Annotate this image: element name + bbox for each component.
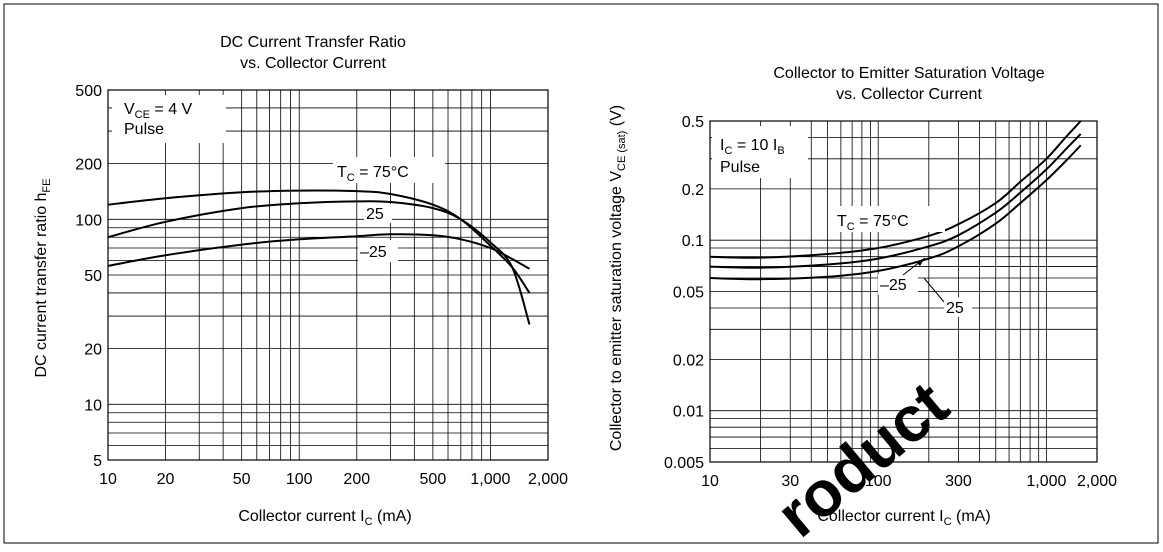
x-tick-label: 500 [420, 471, 447, 488]
chart-hfe-legend-box [112, 95, 226, 143]
chart-hfe-series-label-25: 25 [366, 206, 384, 223]
chart-vcesat-legend-box [712, 126, 808, 178]
chart-vcesat-legend-ic: IC = 10 IB [720, 137, 785, 157]
chart-vcesat-title-line2: vs. Collector Current [836, 86, 982, 103]
chart-hfe-x-ticks: 10 20 50 100 200 500 1,000 2,000 [99, 471, 568, 488]
y-tick-label: 0.02 [673, 352, 704, 369]
x-tick-label: 20 [157, 471, 175, 488]
y-tick-label: 0.1 [682, 233, 704, 250]
chart-vcesat-title-line1: Collector to Emitter Saturation Voltage [773, 65, 1044, 82]
chart-hfe-legend-pulse: Pulse [124, 121, 164, 138]
x-tick-label: 2,000 [528, 471, 568, 488]
y-tick-label: 0.005 [664, 455, 704, 472]
series-line-2 [107, 200, 531, 325]
y-tick-label: 100 [75, 212, 102, 229]
x-tick-label: 10 [99, 471, 117, 488]
y-tick-label: 200 [75, 157, 102, 174]
series-line-3 [107, 233, 530, 270]
x-tick-label: 300 [945, 473, 972, 490]
y-tick-label: 50 [84, 268, 102, 285]
x-tick-label: 200 [343, 471, 370, 488]
x-tick-label: 2,000 [1077, 473, 1117, 490]
plot-frame [709, 120, 1098, 463]
chart-vcesat-x-ticks: 10 30 100 300 1,000 2,000 [701, 473, 1117, 490]
plot-frame [107, 89, 549, 461]
y-tick-label: 0.01 [673, 404, 704, 421]
chart-vcesat-series-label-m25: –25 [880, 277, 907, 294]
y-tick-label: 10 [84, 397, 102, 414]
chart-hfe-series-label-75: TC = 75°C [337, 164, 409, 184]
x-tick-label: 100 [865, 473, 892, 490]
y-tick-label: 0.2 [682, 182, 704, 199]
y-tick-label: 0.05 [673, 285, 704, 302]
chart-hfe: DC Current Transfer Ratio vs. Collector … [33, 34, 568, 528]
chart-vcesat: Collector to Emitter Saturation Voltage … [608, 65, 1117, 528]
chart-hfe-legend-vce: VCE = 4 V [124, 101, 193, 121]
x-tick-label: 1,000 [1026, 473, 1066, 490]
chart-hfe-series-label-m25: –25 [360, 244, 387, 261]
chart-hfe-grid [107, 89, 549, 461]
chart-vcesat-y-axis-label: Collector to emitter saturation voltage … [608, 105, 628, 451]
y-tick-label: 20 [84, 342, 102, 359]
series-line-1 [709, 144, 1082, 281]
outer-border [3, 3, 1159, 544]
series-line-2 [709, 133, 1082, 269]
chart-vcesat-arrowhead-m25 [916, 258, 925, 266]
chart-hfe-y-axis-label: DC current transfer ratio hFE [33, 178, 53, 377]
chart-hfe-title-line2: vs. Collector Current [240, 55, 386, 72]
x-tick-label: 30 [781, 473, 799, 490]
chart-vcesat-series-label-75: TC = 75°C [837, 213, 909, 233]
y-tick-label: 0.5 [682, 114, 704, 131]
series-line-1 [107, 189, 531, 294]
chart-vcesat-grid [709, 120, 1098, 463]
chart-hfe-curves [107, 189, 531, 325]
y-tick-label: 5 [93, 453, 102, 470]
chart-vcesat-y-ticks: 0.005 0.01 0.02 0.05 0.1 0.2 0.5 [664, 114, 704, 472]
x-tick-label: 50 [233, 471, 251, 488]
chart-vcesat-curves [709, 120, 1082, 281]
x-tick-label: 1,000 [470, 471, 510, 488]
chart-hfe-x-axis-label: Collector current IC (mA) [238, 508, 411, 528]
y-tick-label: 500 [75, 83, 102, 100]
chart-hfe-title-line1: DC Current Transfer Ratio [220, 34, 406, 51]
chart-hfe-y-ticks: 5 10 20 50 100 200 500 [75, 83, 102, 470]
chart-vcesat-x-axis-label: Collector current IC (mA) [817, 508, 990, 528]
x-tick-label: 100 [286, 471, 313, 488]
chart-vcesat-legend-pulse: Pulse [720, 159, 760, 176]
x-tick-label: 10 [701, 473, 719, 490]
chart-vcesat-leader-25 [923, 277, 945, 303]
series-line-3 [709, 120, 1082, 259]
chart-vcesat-series-label-25: 25 [946, 300, 964, 317]
